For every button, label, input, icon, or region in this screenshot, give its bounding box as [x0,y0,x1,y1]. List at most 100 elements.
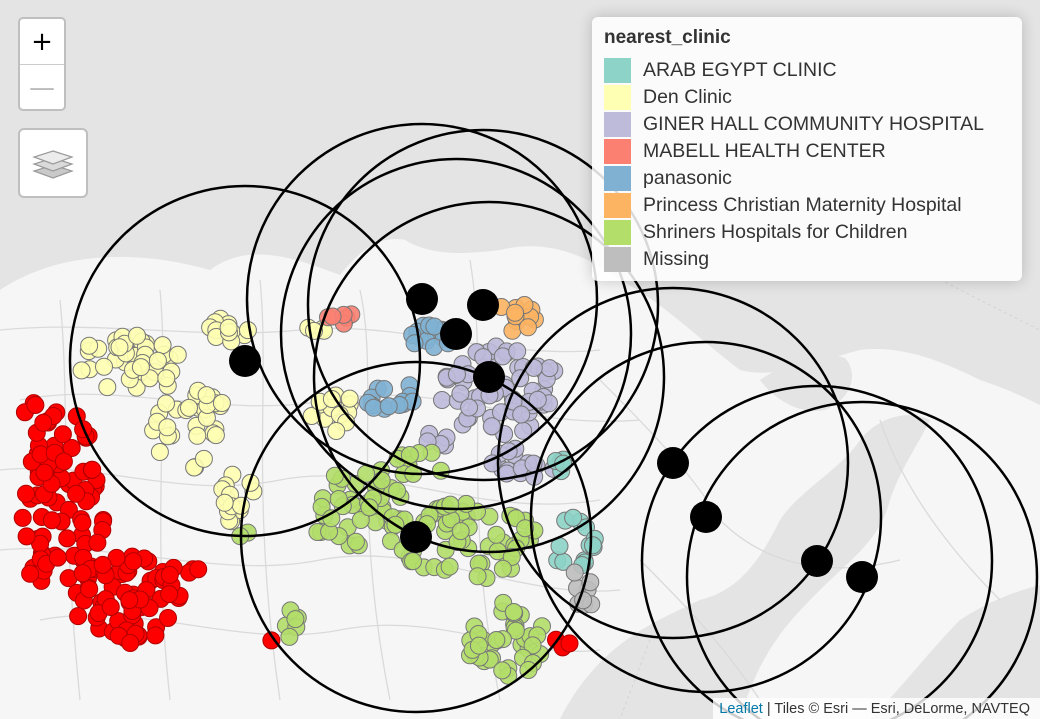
household-point[interactable] [148,351,167,370]
household-point[interactable] [487,631,506,649]
household-point[interactable] [219,318,238,337]
household-point[interactable] [440,557,459,576]
household-point[interactable] [540,359,559,378]
household-point[interactable] [503,321,522,340]
household-point[interactable] [95,357,113,376]
clinic-marker[interactable] [801,545,833,577]
household-point[interactable] [80,580,99,599]
household-point[interactable] [69,607,88,626]
household-point[interactable] [206,426,225,445]
household-point[interactable] [34,413,53,432]
household-point[interactable] [98,378,117,397]
household-point[interactable] [13,508,32,527]
household-point[interactable] [280,627,299,646]
household-point[interactable] [53,425,72,444]
household-point[interactable] [504,603,523,621]
household-point[interactable] [73,564,92,583]
household-point[interactable] [327,422,346,440]
clinic-marker[interactable] [467,289,499,321]
household-point[interactable] [158,418,177,437]
household-point[interactable] [188,426,207,445]
household-point[interactable] [131,358,150,377]
household-point[interactable] [524,358,543,377]
household-point[interactable] [451,384,470,403]
zoom-in-button[interactable]: + [31,26,53,57]
household-point[interactable] [441,495,460,514]
household-point[interactable] [128,326,146,345]
household-point[interactable] [58,529,77,548]
clinic-marker[interactable] [690,501,722,533]
clinic-marker[interactable] [657,447,689,479]
zoom-out-button[interactable]: — [20,64,64,109]
household-point[interactable] [72,361,91,380]
household-point[interactable] [302,407,321,425]
household-point[interactable] [35,463,54,482]
household-point[interactable] [54,452,73,471]
household-point[interactable] [322,390,341,408]
household-point[interactable] [487,525,506,544]
household-point[interactable] [150,443,169,461]
clinic-marker[interactable] [229,345,261,377]
clinic-marker[interactable] [440,318,472,350]
household-point[interactable] [451,522,470,541]
household-point[interactable] [160,565,179,584]
household-point[interactable] [404,552,422,571]
household-point[interactable] [379,397,398,416]
household-point[interactable] [159,609,177,627]
household-point[interactable] [215,493,234,512]
household-point[interactable] [124,552,143,571]
household-point[interactable] [460,398,479,417]
household-point[interactable] [506,303,524,322]
household-point[interactable] [469,636,488,655]
household-point[interactable] [519,318,537,337]
household-point[interactable] [101,598,120,616]
household-point[interactable] [189,560,208,579]
household-point[interactable] [493,559,512,578]
household-point[interactable] [88,533,107,552]
household-point[interactable] [93,555,112,574]
household-point[interactable] [26,396,45,414]
household-point[interactable] [168,345,187,364]
clinic-marker[interactable] [400,521,432,553]
household-point[interactable] [262,631,281,650]
household-point[interactable] [493,661,512,680]
household-point[interactable] [565,563,584,582]
household-point[interactable] [21,564,40,583]
household-point[interactable] [231,496,250,515]
household-point[interactable] [197,386,216,405]
clinic-marker[interactable] [846,561,878,593]
household-point[interactable] [346,532,365,551]
household-point[interactable] [180,398,198,417]
leaflet-link[interactable]: Leaflet [719,701,763,717]
household-point[interactable] [508,342,527,361]
household-point[interactable] [340,389,359,408]
layers-control-button[interactable] [18,128,88,198]
household-point[interactable] [160,585,179,604]
household-point[interactable] [523,636,542,655]
household-point[interactable] [153,336,172,355]
clinic-marker[interactable] [473,361,505,393]
household-point[interactable] [560,634,579,653]
household-point[interactable] [42,511,61,530]
household-point[interactable] [528,390,547,409]
household-point[interactable] [583,536,602,555]
household-point[interactable] [121,634,140,652]
household-point[interactable] [62,439,81,457]
household-point[interactable] [516,519,535,538]
household-point[interactable] [120,591,139,610]
household-point[interactable] [73,513,92,532]
household-point[interactable] [364,398,383,417]
household-point[interactable] [360,498,379,517]
household-point[interactable] [157,369,176,388]
household-point[interactable] [157,394,175,413]
household-point[interactable] [80,336,99,355]
household-point[interactable] [433,391,451,409]
household-point[interactable] [110,338,129,357]
household-point[interactable] [67,484,86,503]
household-point[interactable] [212,394,231,412]
household-point[interactable] [17,484,35,503]
household-point[interactable] [372,471,391,490]
household-point[interactable] [48,548,67,567]
household-point[interactable] [506,621,525,640]
household-point[interactable] [351,511,370,529]
